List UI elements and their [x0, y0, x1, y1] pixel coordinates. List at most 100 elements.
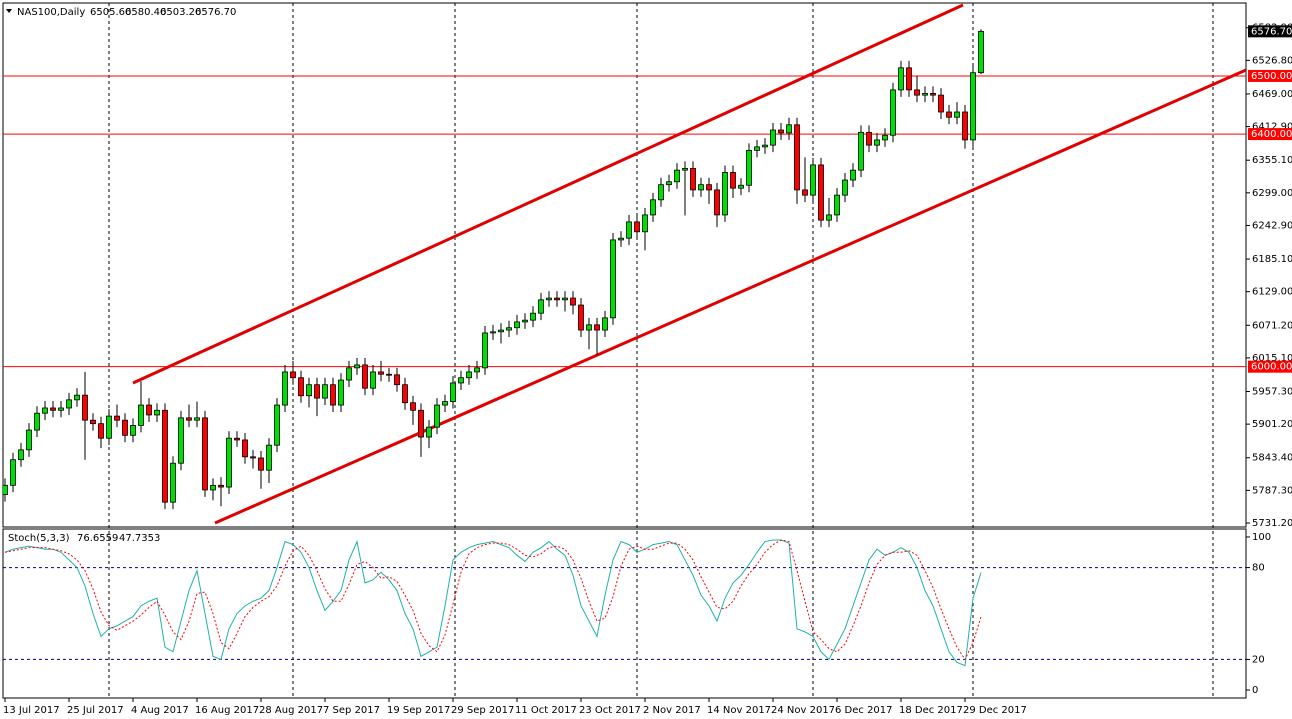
ohlc-label: 6505.60 [90, 7, 131, 18]
candle-body [482, 332, 488, 369]
candle-body [474, 367, 480, 373]
candle-body [954, 111, 960, 118]
candle-body [754, 146, 760, 151]
candle-body [714, 189, 720, 216]
candle-body [466, 371, 472, 379]
candle-body [314, 384, 320, 399]
chart-title: NAS100,Daily [17, 7, 85, 18]
level-label: 6000.00 [1251, 362, 1292, 373]
candle-body [682, 167, 688, 171]
candle-body [498, 329, 504, 333]
candle-body [154, 409, 160, 416]
candle-body [146, 404, 152, 416]
candle-body [554, 297, 560, 301]
y-tick-label: 6526.80 [1252, 55, 1292, 66]
candle-body [138, 404, 144, 426]
candle-body [658, 184, 664, 201]
collapse-icon[interactable] [6, 9, 12, 13]
y-tick-label: 6242.90 [1252, 220, 1292, 231]
x-tick-label: 28 Aug 2017 [259, 705, 323, 716]
last-price-label: 6576.70 [1251, 26, 1292, 37]
last-price-tag [1248, 25, 1292, 38]
channel-upper [132, 3, 964, 385]
candle-body [898, 67, 904, 91]
candle-body [538, 299, 544, 314]
candle-body [170, 462, 176, 503]
candle-body [874, 139, 880, 146]
y-tick-label: 6185.10 [1252, 254, 1292, 265]
channel-lower [214, 68, 1246, 525]
candle-body [274, 404, 280, 446]
x-tick-label: 24 Nov 2017 [771, 705, 835, 716]
level-label: 6400.00 [1251, 129, 1292, 140]
y-tick-label: 5901.20 [1252, 419, 1292, 430]
indicator-value: 47.7353 [119, 533, 160, 544]
x-tick-label: 14 Nov 2017 [707, 705, 771, 716]
candle-body [442, 401, 448, 406]
y-tick-label: 100 [1252, 532, 1271, 543]
candle-body [922, 92, 928, 96]
candle-body [818, 164, 824, 221]
candle-body [250, 456, 256, 459]
candle-body [434, 404, 440, 428]
candle-body [610, 239, 616, 319]
y-tick-label: 20 [1252, 654, 1265, 665]
candle-body [946, 111, 952, 118]
candle-body [394, 374, 400, 386]
channel [132, 3, 1246, 525]
candle-body [866, 131, 872, 146]
candle-body [938, 94, 944, 113]
candle-body [514, 321, 520, 329]
candle-body [690, 167, 696, 191]
candle-body [522, 319, 528, 323]
candle-body [810, 164, 816, 196]
candle-body [378, 371, 384, 375]
candle-body [322, 384, 328, 399]
candle-body [90, 419, 96, 425]
candle-body [586, 324, 592, 331]
x-tick-label: 25 Jul 2017 [67, 705, 124, 716]
candle-body [962, 111, 968, 141]
x-tick-label: 2 Nov 2017 [643, 705, 701, 716]
candle-body [234, 437, 240, 441]
candle-body [82, 394, 88, 421]
candle-body [34, 412, 40, 431]
candle-body [306, 384, 312, 397]
candle-body [370, 371, 376, 389]
candle-body [242, 439, 248, 458]
marks: 5731.20 5787.30 5843.40 5901.20 5957.30 6015.… [3, 23, 1292, 716]
y-tick-label: 6412.90 [1252, 122, 1292, 133]
candle-body [666, 181, 672, 186]
x-tick-label: 4 Aug 2017 [131, 705, 189, 716]
candles [3, 29, 1246, 510]
candle-body [346, 367, 352, 381]
x-tick-label: 6 Dec 2017 [835, 705, 893, 716]
candle-body [730, 172, 736, 189]
y-tick-label: 5843.40 [1252, 453, 1292, 464]
candle-body [858, 131, 864, 171]
candle-body [738, 184, 744, 189]
candle-body [410, 402, 416, 411]
candle-body [762, 144, 768, 148]
price-pane [2, 2, 1247, 528]
ohlc-label: 6576.70 [195, 7, 236, 18]
candle-body [98, 423, 104, 439]
candle-body [834, 194, 840, 216]
candle-body [66, 399, 72, 409]
candle-body [298, 377, 304, 397]
candle-body [186, 417, 192, 421]
candle-body [282, 371, 288, 406]
candle-body [258, 457, 264, 471]
candle-body [266, 444, 272, 471]
candle-body [330, 384, 336, 406]
candle-body [178, 417, 184, 464]
candle-body [290, 371, 296, 379]
candle-body [634, 221, 640, 233]
level-tag [1248, 128, 1292, 141]
candle-body [826, 214, 832, 221]
candle-body [114, 415, 120, 421]
candle-body [42, 407, 48, 414]
x-tick-label: 11 Oct 2017 [515, 705, 577, 716]
candle-body [106, 415, 112, 439]
